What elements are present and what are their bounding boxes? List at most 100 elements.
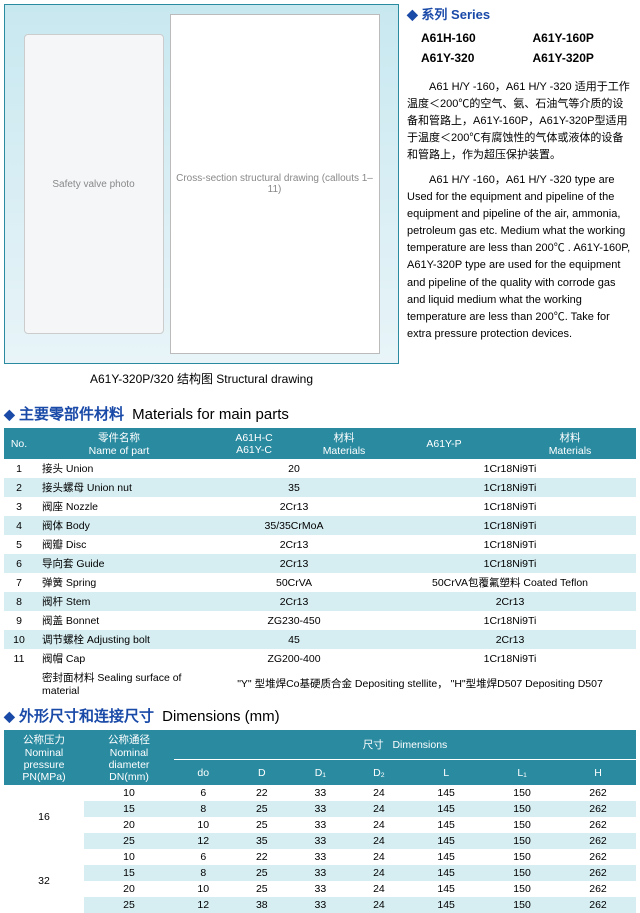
col-no: No.: [4, 428, 34, 459]
label: 材料: [308, 430, 380, 445]
cell-val: 33: [291, 881, 350, 897]
series-label-en: Series: [451, 7, 490, 22]
cell-val: 150: [484, 897, 560, 913]
table-row: 32106223324145150262: [4, 849, 636, 865]
cell-val: 22: [233, 849, 292, 865]
cell-material-b: 1Cr18Ni9Ti: [384, 516, 636, 535]
dimensions-section-title: ◆ 外形尺寸和连接尺寸 Dimensions (mm): [0, 699, 640, 730]
table-row: 2010253324145150262: [4, 881, 636, 897]
cell-val: 24: [350, 881, 409, 897]
cell-name: 阀体 Body: [34, 516, 204, 535]
cell-val: 262: [560, 833, 636, 849]
label: A61Y-C: [208, 444, 300, 456]
cell-name: 接头螺母 Union nut: [34, 478, 204, 497]
drawing-column: Safety valve photo Cross-section structu…: [4, 4, 399, 393]
label: 尺寸: [363, 739, 384, 751]
cell-pn: 32: [4, 849, 84, 913]
structural-schematic: Cross-section structural drawing (callou…: [170, 14, 380, 354]
dim-col: H: [560, 760, 636, 785]
cell-material-a: 2Cr13: [204, 535, 384, 554]
label: 公称通径: [88, 732, 170, 747]
diamond-icon: ◆: [407, 6, 418, 22]
cell-val: 33: [291, 817, 350, 833]
dims-title-en: Dimensions (mm): [162, 708, 280, 725]
cell-val: 35: [233, 833, 292, 849]
cell-val: 145: [408, 881, 484, 897]
cell-dn: 25: [84, 833, 174, 849]
col-material-2: 材料 Materials: [504, 428, 636, 459]
cell-val: 24: [350, 865, 409, 881]
cell-name: 阀盖 Bonnet: [34, 611, 204, 630]
cell-pn: 16: [4, 785, 84, 849]
cell-val: 24: [350, 897, 409, 913]
materials-title-cn: 主要零部件材料: [19, 406, 124, 423]
valve-photo: Safety valve photo: [24, 34, 164, 334]
cell-name: 阀杆 Stem: [34, 592, 204, 611]
table-row: 1 接头 Union 20 1Cr18Ni9Ti: [4, 459, 636, 478]
label: A61H-C: [208, 432, 300, 444]
cell-dn: 15: [84, 865, 174, 881]
cell-val: 262: [560, 897, 636, 913]
cell-name: 导向套 Guide: [34, 554, 204, 573]
cell-val: 25: [233, 801, 292, 817]
cell-val: 150: [484, 849, 560, 865]
cell-val: 24: [350, 801, 409, 817]
cell-material-b: 2Cr13: [384, 630, 636, 649]
series-item: A61Y-160P: [533, 29, 635, 47]
label: Dimensions: [392, 739, 447, 751]
table-row: 2512353324145150262: [4, 833, 636, 849]
cell-val: 145: [408, 849, 484, 865]
description-cn: A61 H/Y -160，A61 H/Y -320 适用于工作温度＜200℃的空…: [407, 75, 634, 168]
cell-val: 12: [174, 833, 233, 849]
series-list: A61H-160 A61Y-160P A61Y-320 A61Y-320P: [407, 25, 634, 75]
cell-no: 7: [4, 573, 34, 592]
series-item: A61Y-320P: [533, 49, 635, 67]
table-row: 3 阀座 Nozzle 2Cr13 1Cr18Ni9Ti: [4, 497, 636, 516]
cell-material-b: 1Cr18Ni9Ti: [384, 554, 636, 573]
col-name-cn: 零件名称: [38, 430, 200, 445]
cell-val: 10: [174, 881, 233, 897]
dim-col: L₁: [484, 760, 560, 785]
description-en: A61 H/Y -160，A61 H/Y -320 type are Used …: [407, 168, 634, 346]
cell-val: 10: [174, 817, 233, 833]
cell-val: 24: [350, 785, 409, 801]
cell-name: 弹簧 Spring: [34, 573, 204, 592]
cell-material-b: 1Cr18Ni9Ti: [384, 649, 636, 668]
table-row: 11 阀帽 Cap ZG200-400 1Cr18Ni9Ti: [4, 649, 636, 668]
cell-val: 33: [291, 865, 350, 881]
dim-col: D₂: [350, 760, 409, 785]
cell-no: 1: [4, 459, 34, 478]
col-name-en: Name of part: [38, 445, 200, 457]
table-row: 2 接头螺母 Union nut 35 1Cr18Ni9Ti: [4, 478, 636, 497]
label: Materials: [308, 445, 380, 457]
series-label-cn: 系列: [421, 7, 447, 22]
dim-col: L: [408, 760, 484, 785]
materials-section-title: ◆ 主要零部件材料 Materials for main parts: [0, 397, 640, 428]
cell-no: 2: [4, 478, 34, 497]
dimensions-table: 公称压力 Nominal pressure PN(MPa) 公称通径 Nomin…: [4, 730, 636, 913]
cell-material-a: 35/35CrMoA: [204, 516, 384, 535]
cell-material-b: 50CrVA包覆氟塑料 Coated Teflon: [384, 573, 636, 592]
cell-material-a: 2Cr13: [204, 554, 384, 573]
cell-val: 38: [233, 897, 292, 913]
cell-val: 25: [233, 817, 292, 833]
col-pn: 公称压力 Nominal pressure PN(MPa): [4, 730, 84, 785]
cell-dn: 25: [84, 897, 174, 913]
table-row: 7 弹簧 Spring 50CrVA 50CrVA包覆氟塑料 Coated Te…: [4, 573, 636, 592]
cell-val: 33: [291, 801, 350, 817]
cell-no: 4: [4, 516, 34, 535]
cell-material-b: 1Cr18Ni9Ti: [384, 459, 636, 478]
sealing-label: 密封面材料 Sealing surface of material: [34, 668, 204, 699]
cell-val: 24: [350, 817, 409, 833]
table-row: 4 阀体 Body 35/35CrMoA 1Cr18Ni9Ti: [4, 516, 636, 535]
table-row: 2512383324145150262: [4, 897, 636, 913]
description-column: ◆ 系列 Series A61H-160 A61Y-160P A61Y-320 …: [399, 4, 634, 393]
table-row: 8 阀杆 Stem 2Cr13 2Cr13: [4, 592, 636, 611]
cell-val: 150: [484, 881, 560, 897]
col-material-1: 材料 Materials: [304, 428, 384, 459]
diamond-icon: ◆: [4, 406, 15, 422]
cell-material-b: 1Cr18Ni9Ti: [384, 478, 636, 497]
label: 公称压力: [8, 732, 80, 747]
cell-name: 接头 Union: [34, 459, 204, 478]
cell-val: 145: [408, 897, 484, 913]
